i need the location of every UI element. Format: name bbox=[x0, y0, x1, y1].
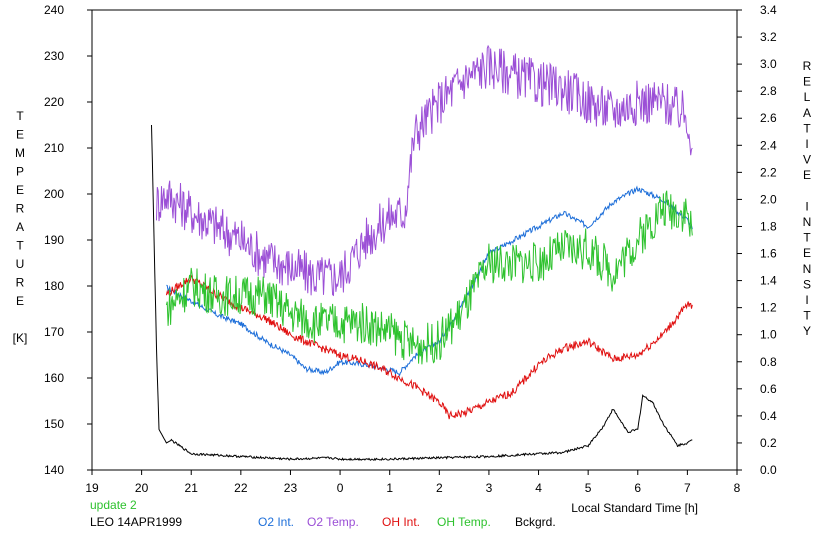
y-right-axis-label-char: E bbox=[803, 246, 811, 260]
y-right-axis-label-char: Y bbox=[803, 324, 811, 338]
y-right-tick-label: 1.2 bbox=[760, 301, 777, 315]
series-line-oh-temp bbox=[165, 190, 693, 365]
y-right-axis-label-char: N bbox=[803, 215, 812, 229]
y-left-axis-label-char: M bbox=[15, 146, 25, 160]
y-right-axis-label-char: N bbox=[803, 262, 812, 276]
series-line-bckgrd bbox=[151, 124, 693, 462]
y-right-tick-label: 0.4 bbox=[760, 409, 777, 423]
legend-o2-temp: O2 Temp. bbox=[307, 515, 359, 529]
x-tick-label: 19 bbox=[85, 481, 99, 495]
y-right-tick-label: 3.0 bbox=[760, 57, 777, 71]
y-right-tick-label: 1.4 bbox=[760, 274, 777, 288]
y-right-axis-label-char: T bbox=[803, 231, 811, 245]
x-tick-label: 7 bbox=[684, 481, 691, 495]
y-right-axis-label-char: S bbox=[803, 277, 811, 291]
y-right-axis-label-char: T bbox=[803, 309, 811, 323]
y-left-tick-label: 240 bbox=[44, 3, 64, 17]
y-left-axis-label-char: A bbox=[16, 220, 24, 234]
x-tick-label: 3 bbox=[486, 481, 493, 495]
y-left-axis-label-char: R bbox=[16, 276, 25, 290]
x-tick-label: 4 bbox=[535, 481, 542, 495]
y-left-tick-label: 190 bbox=[44, 233, 64, 247]
y-left-axis-label-char: E bbox=[16, 128, 24, 142]
x-tick-label: 1 bbox=[386, 481, 393, 495]
y-left-axis-label-char: T bbox=[16, 109, 24, 123]
y-right-tick-label: 3.4 bbox=[760, 3, 777, 17]
y-right-tick-label: 2.4 bbox=[760, 138, 777, 152]
x-tick-label: 21 bbox=[185, 481, 199, 495]
y-right-tick-label: 0.6 bbox=[760, 382, 777, 396]
y-left-axis-label-char: [K] bbox=[13, 331, 28, 345]
y-left-axis-label-char: T bbox=[16, 239, 24, 253]
y-left-tick-label: 220 bbox=[44, 95, 64, 109]
y-right-tick-label: 0.0 bbox=[760, 463, 777, 477]
y-right-axis-label-char: E bbox=[803, 75, 811, 89]
y-right-tick-label: 1.8 bbox=[760, 219, 777, 233]
x-tick-label: 22 bbox=[234, 481, 248, 495]
update-label: update 2 bbox=[90, 498, 137, 512]
y-right-tick-label: 1.0 bbox=[760, 328, 777, 342]
y-right-axis-label-char: T bbox=[803, 121, 811, 135]
plot-frame bbox=[91, 9, 738, 471]
y-right-tick-label: 2.6 bbox=[760, 111, 777, 125]
x-tick-label: 0 bbox=[337, 481, 344, 495]
y-left-tick-label: 180 bbox=[44, 279, 64, 293]
y-right-axis-label-char: V bbox=[803, 153, 811, 167]
legend-oh-temp: OH Temp. bbox=[437, 515, 491, 529]
y-left-axis-label-char: U bbox=[16, 257, 25, 271]
y-right-tick-label: 3.2 bbox=[760, 30, 777, 44]
y-left-axis-label-char: E bbox=[16, 294, 24, 308]
x-tick-label: 6 bbox=[634, 481, 641, 495]
x-tick-label: 2 bbox=[436, 481, 443, 495]
y-left-axis-label-char: R bbox=[16, 202, 25, 216]
y-right-axis-label-char: R bbox=[803, 59, 812, 73]
x-tick-label: 23 bbox=[284, 481, 298, 495]
x-tick-label: 8 bbox=[734, 481, 741, 495]
y-right-tick-label: 1.6 bbox=[760, 247, 777, 261]
y-left-tick-label: 210 bbox=[44, 141, 64, 155]
y-left-tick-label: 160 bbox=[44, 371, 64, 385]
series-line-o2-temp bbox=[156, 44, 693, 297]
legend-o2-int: O2 Int. bbox=[258, 515, 295, 529]
x-axis-label: Local Standard Time [h] bbox=[571, 501, 698, 515]
x-tick-label: 20 bbox=[135, 481, 149, 495]
y-left-tick-label: 140 bbox=[44, 463, 64, 477]
y-right-tick-label: 0.8 bbox=[760, 355, 777, 369]
y-right-axis-label-char: I bbox=[805, 199, 808, 213]
y-right-tick-label: 2.0 bbox=[760, 192, 777, 206]
y-right-axis-label-char: I bbox=[805, 137, 808, 151]
y-right-tick-label: 2.8 bbox=[760, 84, 777, 98]
y-right-tick-label: 2.2 bbox=[760, 165, 777, 179]
y-left-tick-label: 150 bbox=[44, 417, 64, 431]
y-left-tick-label: 170 bbox=[44, 325, 64, 339]
y-right-axis-label-char: I bbox=[805, 293, 808, 307]
y-left-tick-label: 200 bbox=[44, 187, 64, 201]
y-left-tick-label: 230 bbox=[44, 49, 64, 63]
y-right-axis-label-char: A bbox=[803, 106, 811, 120]
station-date-label: LEO 14APR1999 bbox=[90, 515, 183, 529]
y-left-axis-label-char: E bbox=[16, 183, 24, 197]
legend-bckgrd: Bckgrd. bbox=[515, 515, 556, 529]
y-right-axis-label-char: L bbox=[804, 90, 811, 104]
y-right-axis-label-char: E bbox=[803, 168, 811, 182]
y-left-axis-label-char: P bbox=[16, 165, 24, 179]
legend-oh-int: OH Int. bbox=[382, 515, 421, 529]
y-right-tick-label: 0.2 bbox=[760, 436, 777, 450]
x-tick-label: 5 bbox=[585, 481, 592, 495]
